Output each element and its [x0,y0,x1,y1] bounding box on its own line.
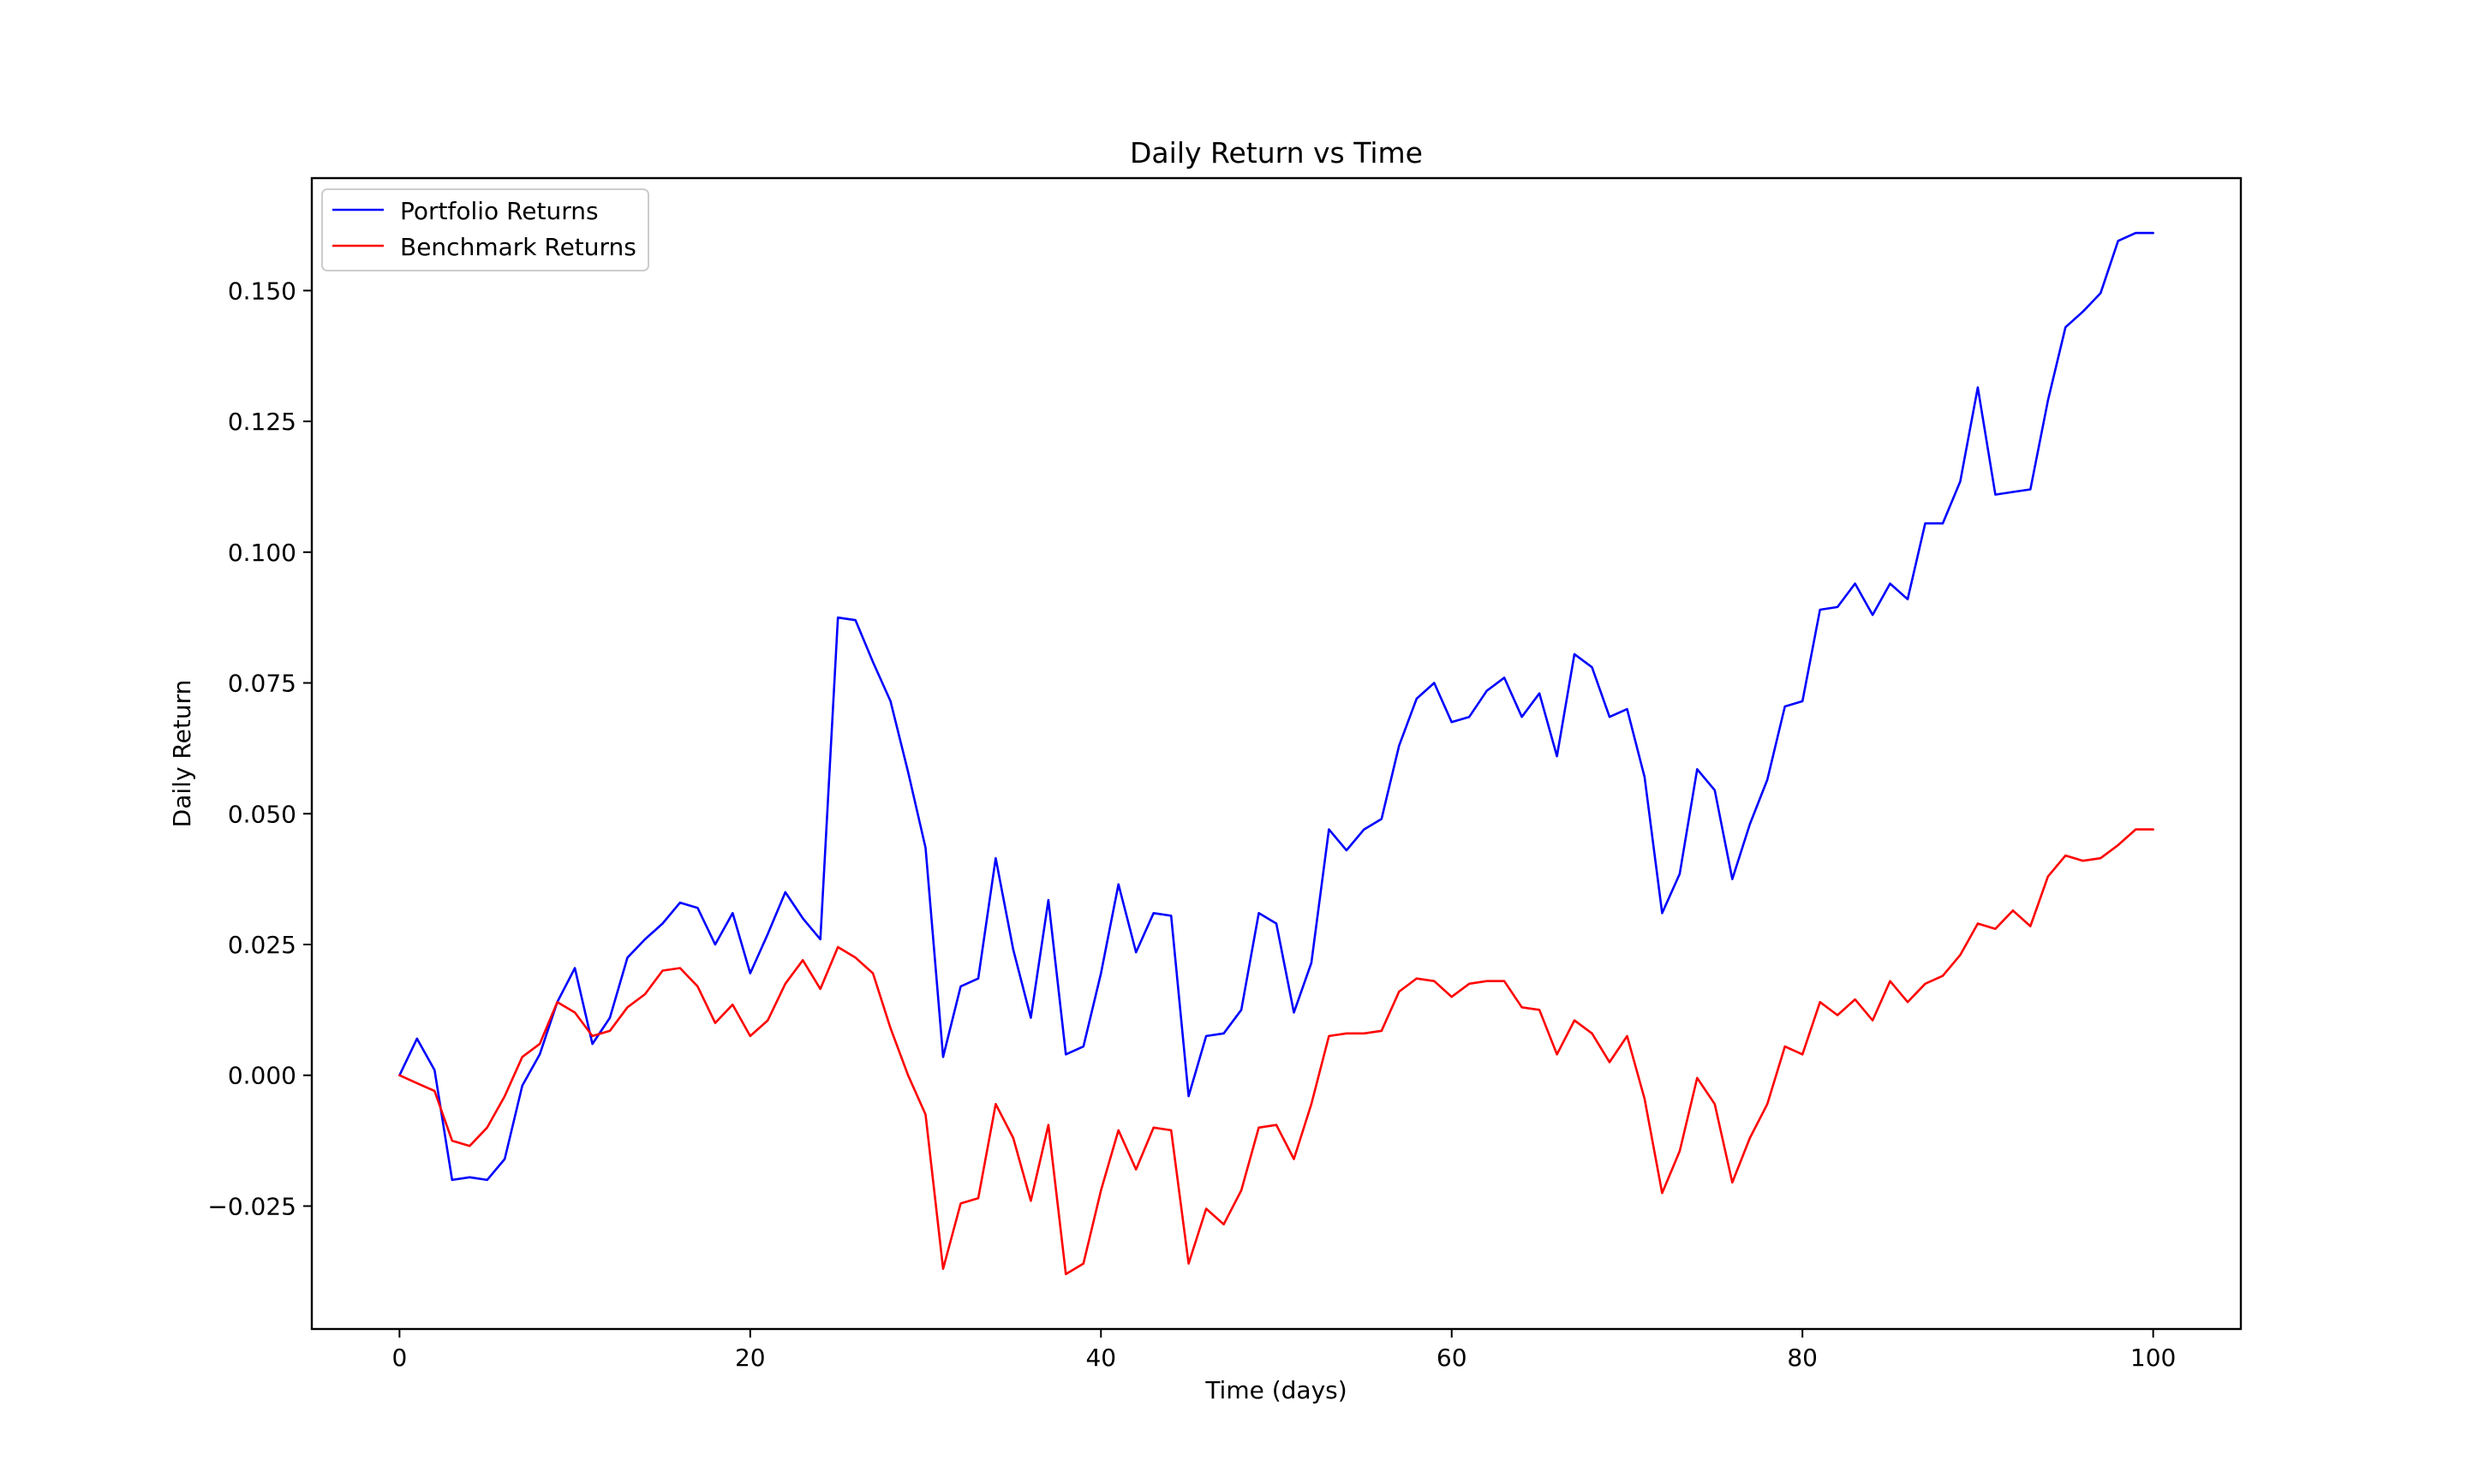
legend-label-benchmark: Benchmark Returns [400,233,636,261]
series-line-portfolio [398,231,2154,1182]
x-tick-label: 80 [1787,1344,1818,1372]
legend-box [321,188,649,271]
chart-title: Daily Return vs Time [1130,136,1423,170]
x-tick-label: 0 [391,1344,407,1372]
y-axis-label: Daily Return [168,680,196,828]
x-tick-label: 100 [2130,1344,2176,1372]
x-axis-label: Time (days) [1204,1376,1347,1404]
y-tick-label: 0.150 [228,277,296,305]
series-layer [398,231,2154,1276]
y-tick-label: 0.100 [228,539,296,567]
y-tick-label: 0.000 [228,1062,296,1090]
legend-label-portfolio: Portfolio Returns [400,197,599,225]
y-tick-label: 0.075 [228,670,296,698]
x-tick-label: 60 [1437,1344,1467,1372]
y-tick-label: 0.125 [228,408,296,436]
y-axis: −0.025 0.000 0.025 0.050 0.075 0.100 0.125 0.15… [207,277,312,1220]
y-tick-label: 0.050 [228,800,296,828]
x-tick-label: 20 [735,1344,766,1372]
y-tick-label: 0.025 [228,931,296,959]
y-tick-label: −0.025 [207,1192,296,1220]
x-tick-label: 40 [1085,1344,1116,1372]
plot-frame [310,176,2243,1331]
x-axis: 0 20 40 60 80 100 [391,1329,2176,1372]
series-line-benchmark [398,828,2154,1276]
legend: Portfolio Returns Benchmark Returns [321,188,649,271]
